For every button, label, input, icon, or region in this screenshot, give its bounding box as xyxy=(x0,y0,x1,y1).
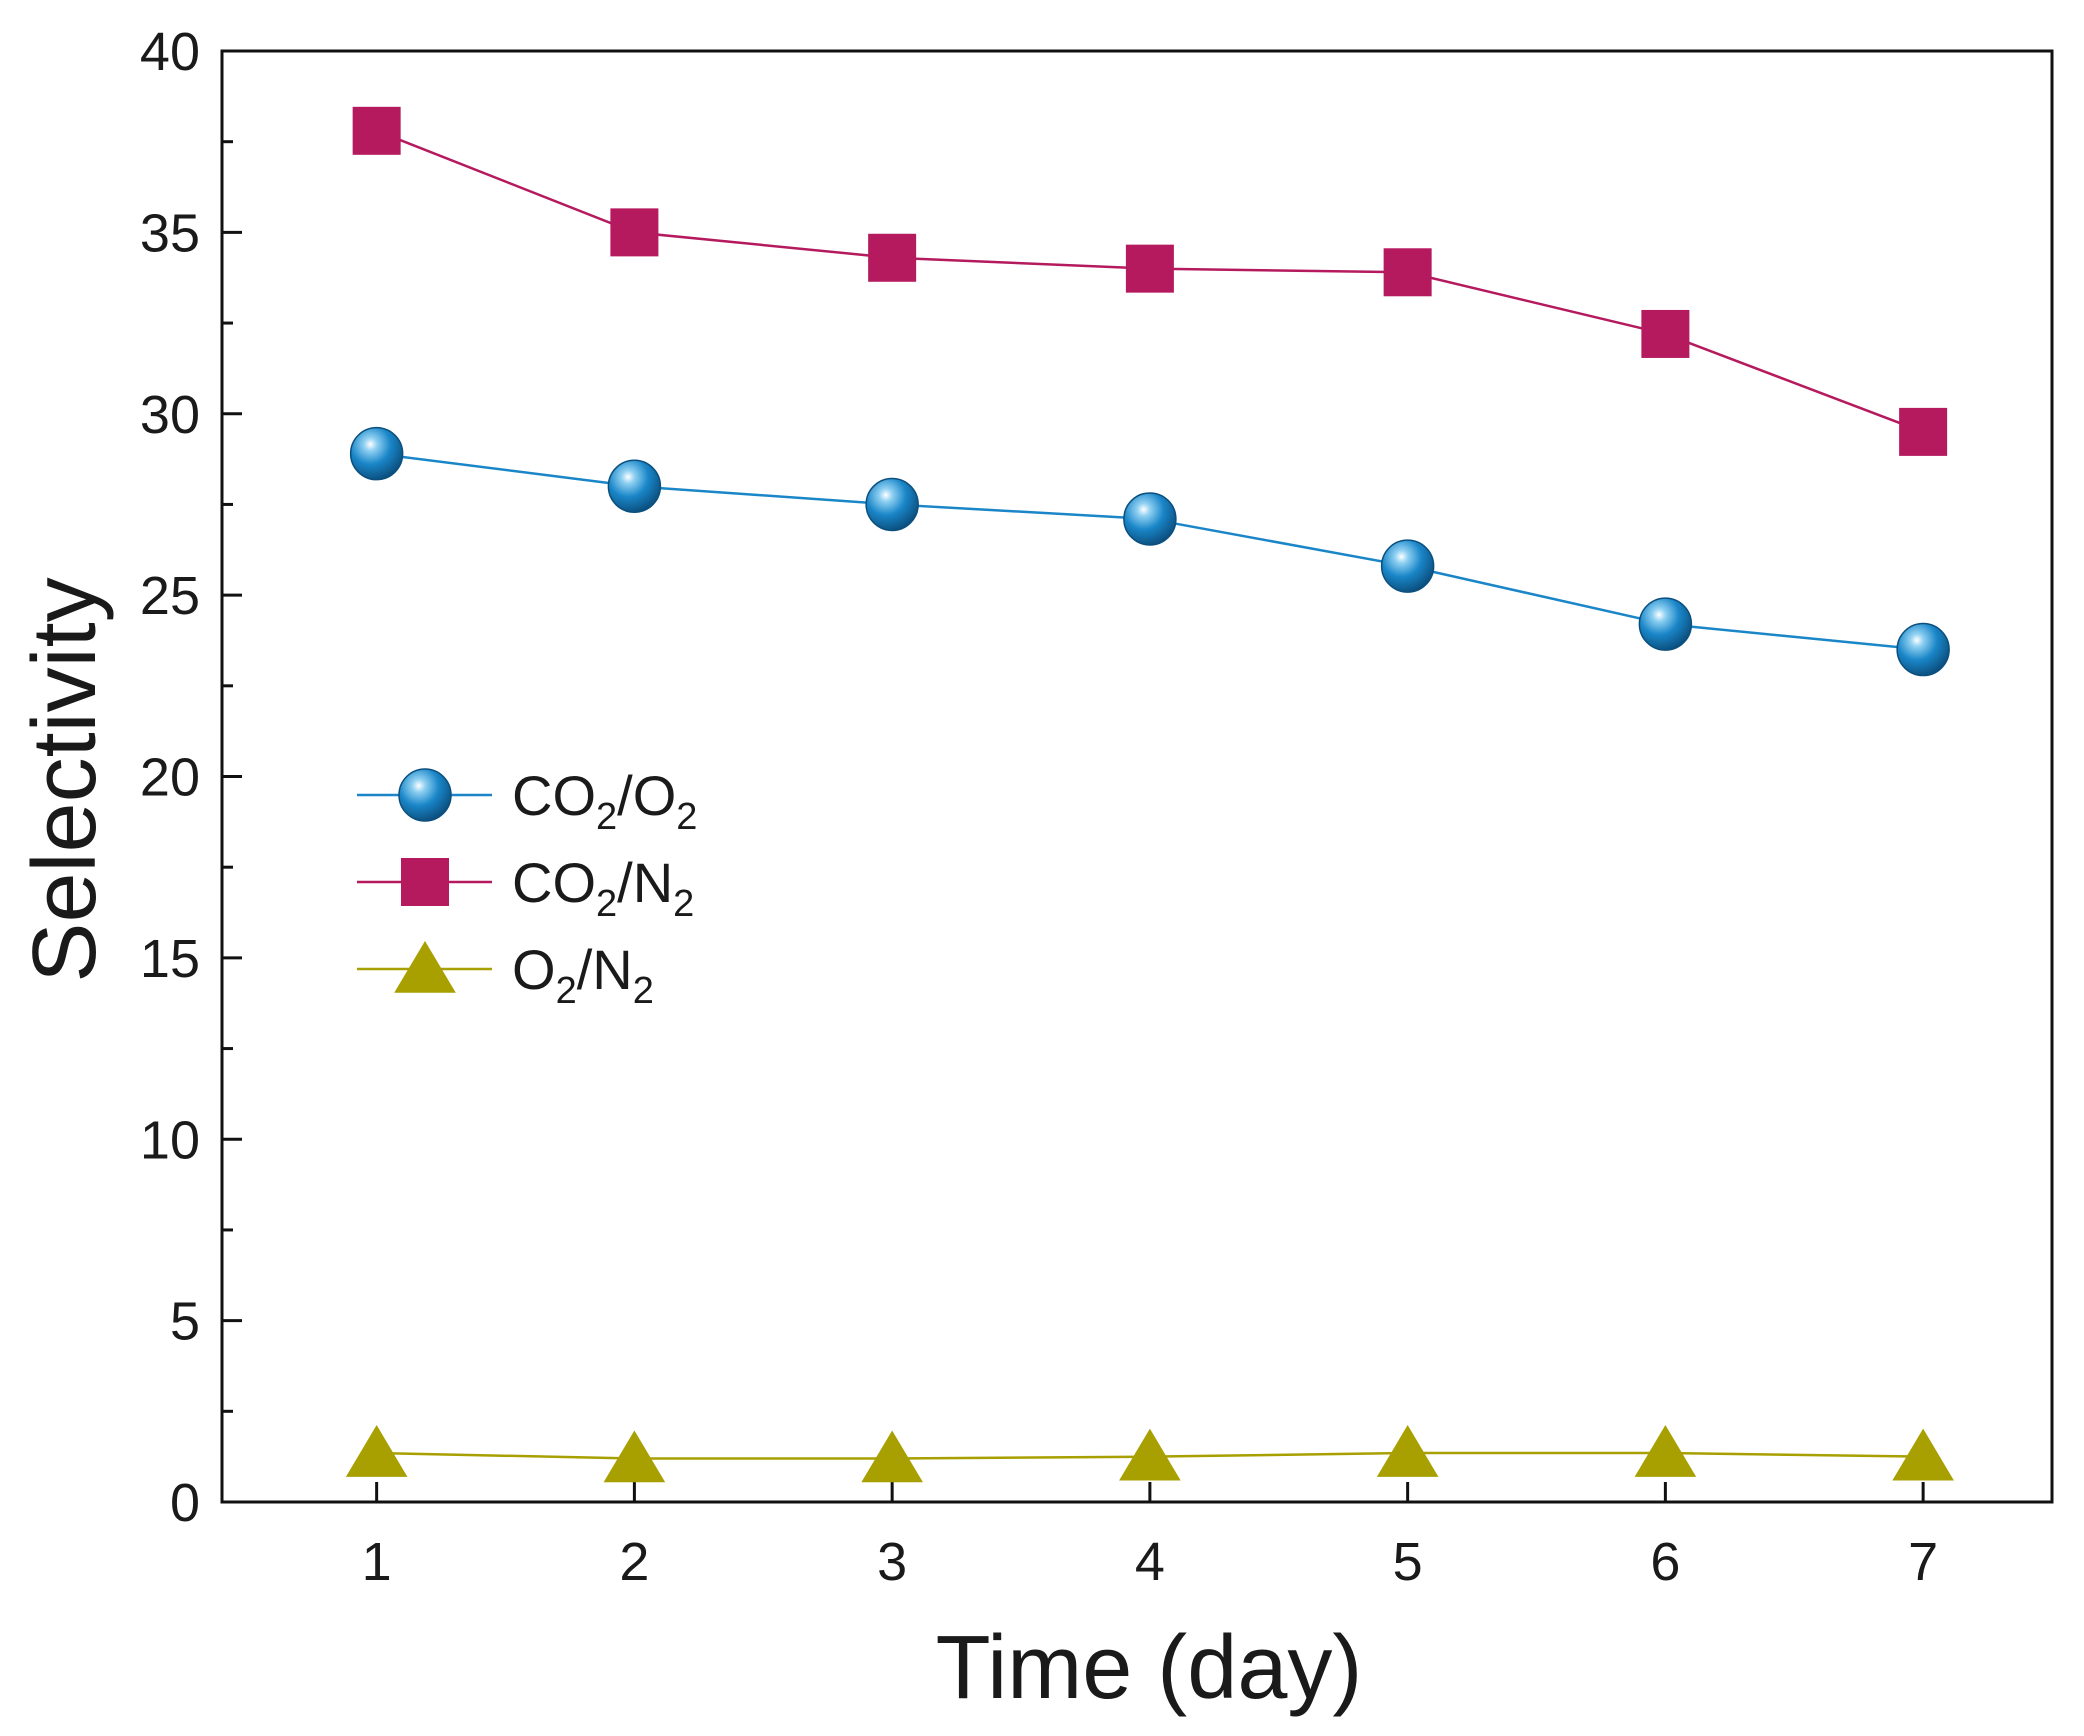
x-axis-label: Time (day) xyxy=(936,1618,1363,1718)
data-point-o2-n2 xyxy=(1119,1428,1181,1481)
series-o2-n2 xyxy=(345,1425,1954,1483)
data-point-co2-o2 xyxy=(1896,622,1950,677)
y-tick-label: 0 xyxy=(170,1473,200,1533)
y-tick-label: 30 xyxy=(140,385,200,445)
y-tick-label: 20 xyxy=(140,748,200,808)
y-tick-label: 40 xyxy=(140,22,200,82)
legend-marker xyxy=(394,941,456,993)
x-tick-label: 2 xyxy=(619,1532,649,1592)
data-point-o2-n2 xyxy=(1376,1425,1439,1477)
data-point-o2-n2 xyxy=(1634,1425,1697,1477)
data-point-co2-n2 xyxy=(352,106,401,155)
series-co2-n2 xyxy=(352,106,1948,456)
legend-item-co2-n2: CO2/N2 xyxy=(357,851,694,925)
legend-label: CO2/O2 xyxy=(512,764,697,838)
data-point-co2-o2 xyxy=(1123,492,1177,546)
x-tick-label: 1 xyxy=(362,1532,392,1592)
data-point-co2-n2 xyxy=(1125,244,1174,293)
data-point-co2-o2 xyxy=(1638,597,1693,651)
legend-item-co2-o2: CO2/O2 xyxy=(357,764,697,838)
data-point-o2-n2 xyxy=(603,1430,666,1483)
data-point-co2-n2 xyxy=(868,233,917,282)
x-tick-label: 7 xyxy=(1908,1532,1938,1592)
data-point-co2-o2 xyxy=(865,477,919,532)
x-tick-label: 3 xyxy=(877,1532,907,1592)
legend-item-o2-n2: O2/N2 xyxy=(357,938,654,1012)
data-point-co2-n2 xyxy=(1383,248,1432,297)
y-tick-label: 25 xyxy=(140,566,200,626)
legend-marker xyxy=(401,858,449,906)
data-point-o2-n2 xyxy=(345,1425,408,1477)
x-tick-label: 5 xyxy=(1393,1532,1423,1592)
data-point-co2-o2 xyxy=(1380,539,1435,593)
data-point-o2-n2 xyxy=(861,1430,923,1483)
y-tick-label: 5 xyxy=(170,1292,200,1352)
data-point-co2-n2 xyxy=(610,208,659,257)
data-point-co2-o2 xyxy=(607,459,662,514)
data-point-co2-n2 xyxy=(1899,407,1948,456)
legend-label: O2/N2 xyxy=(512,938,654,1012)
data-point-co2-n2 xyxy=(1641,309,1690,358)
data-point-o2-n2 xyxy=(1892,1428,1954,1481)
y-tick-label: 10 xyxy=(140,1110,200,1170)
series-co2-o2 xyxy=(349,426,1950,677)
y-tick-label: 15 xyxy=(140,929,200,989)
legend-label: CO2/N2 xyxy=(512,851,694,925)
x-tick-label: 6 xyxy=(1650,1532,1680,1592)
data-point-co2-o2 xyxy=(349,426,404,481)
x-tick-label: 4 xyxy=(1135,1532,1165,1592)
y-axis-label: Selectivity xyxy=(15,577,115,982)
y-tick-label: 35 xyxy=(140,203,200,263)
legend-marker xyxy=(398,768,452,822)
